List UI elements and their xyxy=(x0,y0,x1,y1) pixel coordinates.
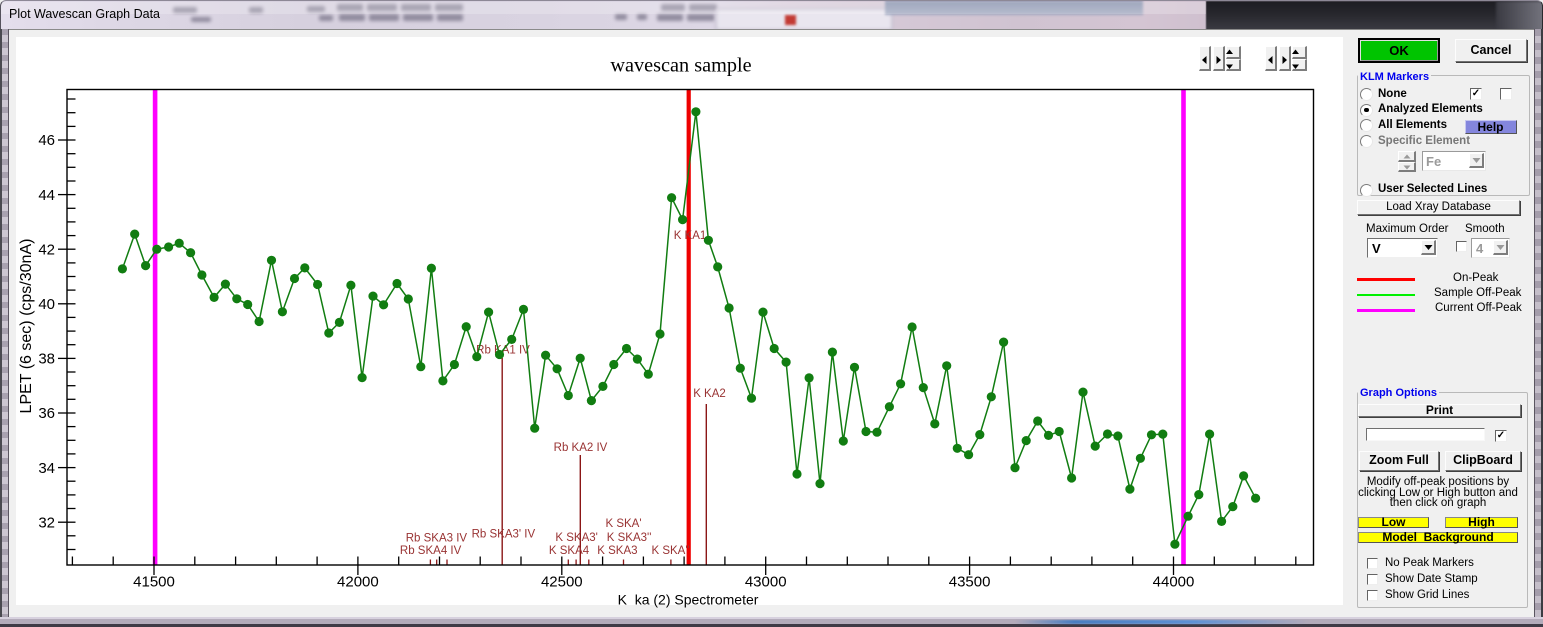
svg-text:Rb SKA4 IV: Rb SKA4 IV xyxy=(400,545,462,557)
svg-text:K SKA3'': K SKA3'' xyxy=(607,532,652,544)
svg-text:K ka (2) Spectrometer: K ka (2) Spectrometer xyxy=(618,592,759,608)
svg-text:Rb KA2 IV: Rb KA2 IV xyxy=(554,442,608,454)
svg-text:wavescan sample: wavescan sample xyxy=(610,55,751,77)
svg-text:LPET (6 sec) (cps/30nA): LPET (6 sec) (cps/30nA) xyxy=(18,239,35,414)
svg-text:K SKA3: K SKA3 xyxy=(597,545,637,557)
svg-text:44: 44 xyxy=(38,187,55,204)
svg-text:42000: 42000 xyxy=(337,574,379,591)
svg-text:43500: 43500 xyxy=(949,574,991,591)
svg-text:44000: 44000 xyxy=(1153,574,1195,591)
svg-text:34: 34 xyxy=(38,460,55,477)
svg-text:40: 40 xyxy=(38,296,55,313)
svg-text:K SKA4: K SKA4 xyxy=(549,545,590,557)
svg-text:32: 32 xyxy=(38,514,55,531)
svg-text:38: 38 xyxy=(38,351,55,368)
svg-text:K KA1: K KA1 xyxy=(674,230,707,242)
svg-text:43000: 43000 xyxy=(745,574,787,591)
svg-text:36: 36 xyxy=(38,405,55,422)
svg-text:42: 42 xyxy=(38,241,55,258)
svg-text:42500: 42500 xyxy=(541,574,583,591)
svg-text:Rb SKA3' IV: Rb SKA3' IV xyxy=(472,528,536,540)
svg-text:K SKA'': K SKA'' xyxy=(651,545,689,557)
svg-text:K SKA': K SKA' xyxy=(605,518,641,530)
svg-text:K KA2: K KA2 xyxy=(693,388,726,400)
svg-text:K SKA3': K SKA3' xyxy=(555,532,597,544)
svg-text:46: 46 xyxy=(38,132,55,149)
svg-text:41500: 41500 xyxy=(133,574,175,591)
svg-text:Rb SKA3 IV: Rb SKA3 IV xyxy=(406,533,468,545)
